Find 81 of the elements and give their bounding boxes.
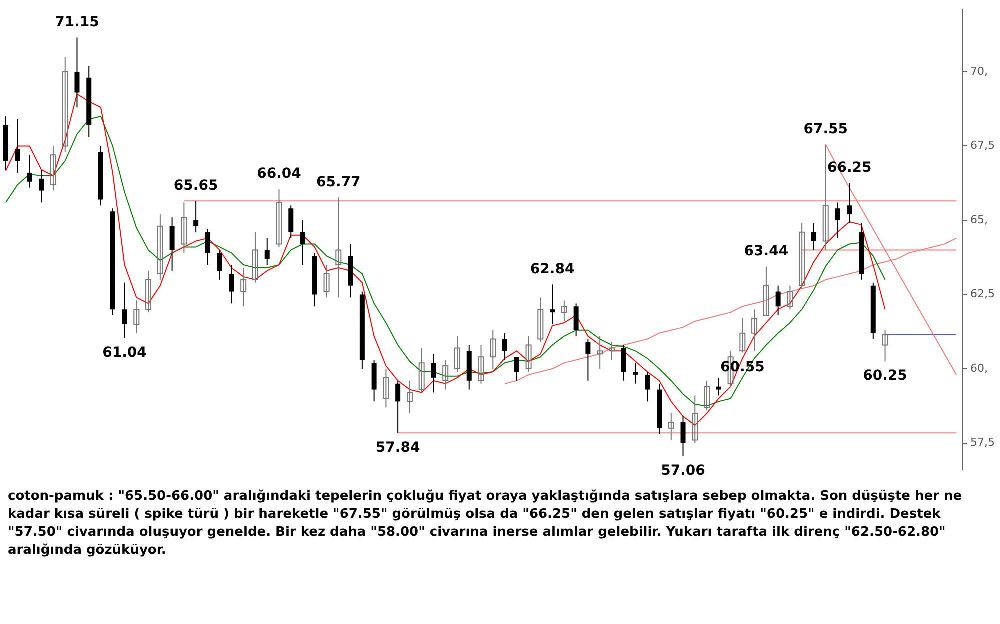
text: 65.77: [316, 174, 361, 190]
candlestick: [454, 336, 460, 372]
text: 57.84: [376, 440, 420, 456]
y-tick-label: 62,5: [970, 288, 996, 301]
y-tick-label: 65,: [970, 213, 988, 226]
text: 63.44: [744, 243, 789, 260]
candlestick: [692, 395, 698, 444]
candlestick: [550, 284, 556, 325]
candlestick: [431, 354, 436, 394]
candlestick: [526, 336, 532, 372]
text: 71.15: [55, 14, 100, 30]
candlestick: [442, 360, 449, 390]
y-tick-label: 70,: [970, 64, 988, 78]
candlestick: [835, 202, 840, 239]
candlestick: [252, 232, 258, 284]
candlestick: [740, 318, 746, 354]
text: 66.25: [827, 160, 872, 176]
candlestick: [170, 217, 175, 272]
candlestick: [383, 368, 390, 408]
candlestick: [597, 336, 604, 370]
candlestick: [74, 37, 80, 108]
text: 62.84: [530, 261, 575, 278]
candlestick: [27, 154, 32, 188]
candlestick: [194, 200, 199, 233]
y-tick-label: 60,: [970, 362, 988, 375]
candlestick: [288, 205, 294, 239]
text: 61.04: [102, 344, 147, 361]
candlestick: [217, 250, 222, 280]
candlestick: [15, 119, 20, 174]
candlestick: [324, 264, 330, 298]
candlestick: [514, 356, 520, 382]
candlestick: [882, 330, 888, 362]
text: 57.06: [661, 462, 706, 479]
candlestick: [229, 264, 234, 304]
candlestick: [336, 197, 342, 298]
candlestick: [561, 300, 568, 322]
candlestick: [668, 413, 674, 441]
candlestick: [538, 297, 544, 343]
candlestick: [645, 371, 650, 402]
candlestick: [680, 416, 686, 457]
candlestick: [122, 282, 128, 339]
candlestick: [181, 202, 188, 254]
candlestick: [50, 146, 56, 192]
candlestick: [157, 214, 164, 280]
candlestick: [205, 228, 210, 266]
candlestick: [847, 182, 852, 224]
candlestick: [134, 300, 140, 334]
candlestick: [39, 170, 44, 204]
candlestick: [490, 330, 496, 370]
candlestick: [574, 303, 579, 337]
text: 66.04: [257, 166, 302, 182]
candlestick: [704, 380, 710, 412]
text: 60.25: [863, 368, 908, 384]
y-tick-label: 67,5: [970, 139, 996, 152]
candlestick: [763, 266, 770, 316]
y-tick-label: 57,5: [970, 436, 996, 450]
candlestick: [264, 238, 270, 266]
candlestick: [396, 380, 401, 434]
candlestick: [822, 144, 829, 251]
candlestick: [418, 348, 425, 394]
text: coton-pamuk : "65.50-66.00" aralığındaki tepelerin çokluğu fiyat oraya yaklaştığında satışlara sebep olmakta. Son düşüşte her ne kadar kısa süreli ( spike türü ) bir hareketle "67.55" görülmüş olsa da "66.25" den gelen satışlar fiyatı "60.25" e indirdi. Destek "57.50" civarında oluşuyor genelde. Bir kez daha "58.00" civarına inerse alımlar gelebilir. Yukarı tarafta ilk direnç "62.50-62.80" aralığında gözüküyor.: [8, 488, 964, 560]
candlestick: [62, 56, 68, 153]
candlestick: [752, 309, 758, 352]
candlestick: [608, 342, 615, 361]
text: 67.55: [804, 121, 848, 138]
candlestick: [633, 362, 638, 384]
candlestick: [621, 344, 626, 382]
candlestick: [502, 332, 508, 361]
candlestick: [586, 338, 591, 382]
candlestick: [799, 222, 806, 290]
candlestick: [776, 285, 781, 316]
candlestick: [811, 222, 816, 251]
candlestick: [146, 270, 152, 314]
candlestick: [787, 285, 794, 310]
text: 65.65: [174, 178, 218, 194]
candlestick: [716, 377, 722, 396]
candlestick: [406, 380, 413, 414]
candlestick: [276, 189, 282, 248]
candlestick: [300, 220, 306, 266]
candlestick: [240, 268, 247, 308]
candlestick: [478, 344, 484, 384]
